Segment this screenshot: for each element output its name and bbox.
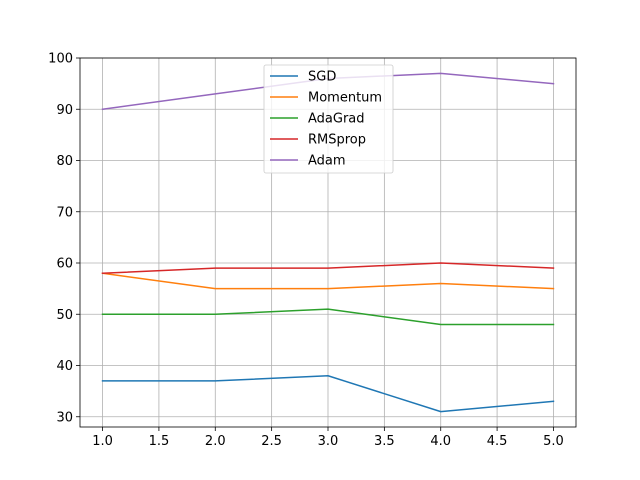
y-tick-label: 60 [56,257,73,272]
y-tick-label: 40 [56,359,73,374]
axis-ticks: 1.0 1.5 2.0 2.5 3.0 3.5 4.0 4.5 5.0 30 40 50 60 70 80 9… [48,52,564,450]
legend-label-adagrad: AdaGrad [308,112,365,127]
series-line-rmsprop [101,262,555,275]
x-tick-label: 5.0 [543,434,564,449]
series-line-sgd [101,375,555,413]
legend-box [263,64,394,174]
legend-label-momentum: Momentum [308,91,382,106]
y-tick-label: 80 [56,154,73,169]
x-tick-label: 3.5 [374,434,395,449]
x-tick-label: 2.5 [261,434,282,449]
x-tick-label: 1.5 [149,434,170,449]
y-tick-label: 100 [48,52,73,67]
y-tick-label: 30 [56,410,73,425]
y-tick-label: 50 [56,308,73,323]
y-tick-label: 90 [56,103,73,118]
series-line-adagrad [101,308,555,326]
x-tick-label: 1.0 [92,434,113,449]
y-tick-label: 70 [56,205,73,220]
x-tick-label: 4.5 [487,434,508,449]
x-tick-label: 4.0 [430,434,451,449]
legend: SGD Momentum AdaGrad RMSprop Adam [263,64,394,174]
x-tick-label: 3.0 [318,434,339,449]
x-tick-label: 2.0 [205,434,226,449]
legend-label-sgd: SGD [308,70,336,85]
series-line-momentum [101,272,555,290]
legend-label-rmsprop: RMSprop [308,133,366,148]
legend-label-adam: Adam [308,154,346,169]
